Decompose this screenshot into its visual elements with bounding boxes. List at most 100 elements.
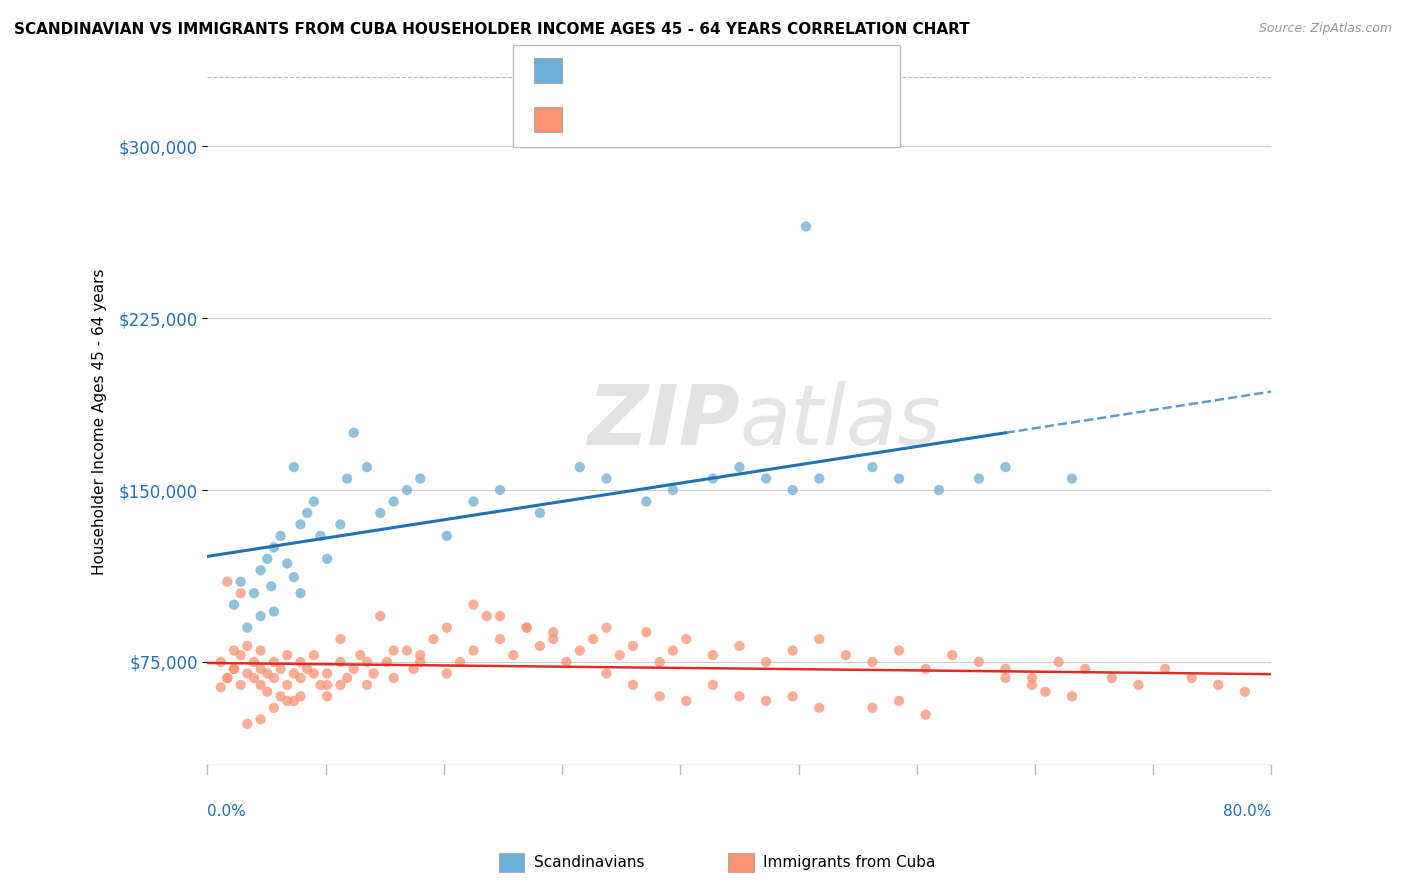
Point bbox=[928, 483, 950, 497]
Point bbox=[295, 662, 318, 676]
Point bbox=[755, 655, 778, 669]
Point bbox=[808, 632, 831, 646]
Point bbox=[621, 678, 644, 692]
Point bbox=[463, 598, 485, 612]
Y-axis label: Householder Income Ages 45 - 64 years: Householder Income Ages 45 - 64 years bbox=[93, 268, 107, 574]
Point bbox=[862, 701, 884, 715]
Point bbox=[356, 655, 378, 669]
Point bbox=[636, 494, 658, 508]
Point bbox=[728, 460, 751, 475]
Point bbox=[862, 655, 884, 669]
Point bbox=[755, 472, 778, 486]
Point bbox=[382, 671, 405, 685]
Point bbox=[568, 460, 591, 475]
Point bbox=[263, 655, 285, 669]
Point bbox=[463, 494, 485, 508]
Point bbox=[329, 517, 352, 532]
Point bbox=[263, 701, 285, 715]
Point bbox=[236, 639, 259, 653]
Point bbox=[1101, 671, 1123, 685]
Point bbox=[263, 671, 285, 685]
Point bbox=[270, 529, 292, 543]
Point bbox=[343, 425, 366, 440]
Point bbox=[236, 621, 259, 635]
Point bbox=[222, 598, 245, 612]
Point bbox=[449, 655, 471, 669]
Point bbox=[675, 694, 697, 708]
Point bbox=[382, 494, 405, 508]
Point bbox=[236, 666, 259, 681]
Text: atlas: atlas bbox=[740, 381, 941, 462]
Point bbox=[862, 460, 884, 475]
Point bbox=[243, 671, 266, 685]
Text: R =  0.238  N = 48: R = 0.238 N = 48 bbox=[574, 63, 718, 78]
Point bbox=[276, 557, 298, 571]
Point bbox=[243, 655, 266, 669]
Point bbox=[276, 678, 298, 692]
Point bbox=[209, 655, 232, 669]
Point bbox=[370, 609, 392, 624]
Point bbox=[475, 609, 498, 624]
Text: SCANDINAVIAN VS IMMIGRANTS FROM CUBA HOUSEHOLDER INCOME AGES 45 - 64 YEARS CORRE: SCANDINAVIAN VS IMMIGRANTS FROM CUBA HOU… bbox=[14, 22, 970, 37]
Point bbox=[290, 517, 312, 532]
Point bbox=[516, 621, 538, 635]
Point bbox=[276, 648, 298, 662]
Point bbox=[516, 621, 538, 635]
Point bbox=[702, 648, 724, 662]
Point bbox=[914, 707, 936, 722]
Point bbox=[249, 609, 271, 624]
Point bbox=[316, 666, 339, 681]
Point bbox=[914, 662, 936, 676]
Point bbox=[1181, 671, 1204, 685]
Point bbox=[662, 483, 685, 497]
Point bbox=[541, 625, 564, 640]
Point bbox=[229, 574, 252, 589]
Point bbox=[609, 648, 631, 662]
Point bbox=[436, 621, 458, 635]
Point bbox=[222, 662, 245, 676]
Point bbox=[489, 609, 512, 624]
Point bbox=[336, 671, 359, 685]
Point bbox=[263, 605, 285, 619]
Point bbox=[329, 632, 352, 646]
Text: Source: ZipAtlas.com: Source: ZipAtlas.com bbox=[1258, 22, 1392, 36]
Point bbox=[1035, 685, 1057, 699]
Point bbox=[702, 472, 724, 486]
Point bbox=[229, 586, 252, 600]
Point bbox=[316, 690, 339, 704]
Point bbox=[382, 643, 405, 657]
Point bbox=[794, 219, 817, 234]
Point bbox=[276, 694, 298, 708]
Point bbox=[375, 655, 398, 669]
Point bbox=[702, 678, 724, 692]
Point bbox=[728, 690, 751, 704]
Point bbox=[409, 648, 432, 662]
Text: 80.0%: 80.0% bbox=[1223, 804, 1271, 819]
Point bbox=[290, 690, 312, 704]
Point bbox=[283, 460, 305, 475]
Point bbox=[529, 506, 551, 520]
Point bbox=[887, 472, 910, 486]
Point bbox=[662, 643, 685, 657]
Point bbox=[283, 570, 305, 584]
Point bbox=[290, 586, 312, 600]
Point bbox=[436, 529, 458, 543]
Point bbox=[302, 666, 325, 681]
Point bbox=[270, 662, 292, 676]
Point bbox=[568, 643, 591, 657]
Point bbox=[648, 655, 671, 669]
Point bbox=[329, 678, 352, 692]
Point bbox=[395, 483, 418, 497]
Point bbox=[290, 671, 312, 685]
Point bbox=[256, 666, 278, 681]
Point bbox=[582, 632, 605, 646]
Point bbox=[249, 643, 271, 657]
Point bbox=[808, 472, 831, 486]
Point bbox=[595, 666, 617, 681]
Text: ZIP: ZIP bbox=[586, 381, 740, 462]
Point bbox=[409, 472, 432, 486]
Point bbox=[967, 472, 990, 486]
Point bbox=[222, 643, 245, 657]
Point bbox=[356, 678, 378, 692]
Point bbox=[263, 541, 285, 555]
